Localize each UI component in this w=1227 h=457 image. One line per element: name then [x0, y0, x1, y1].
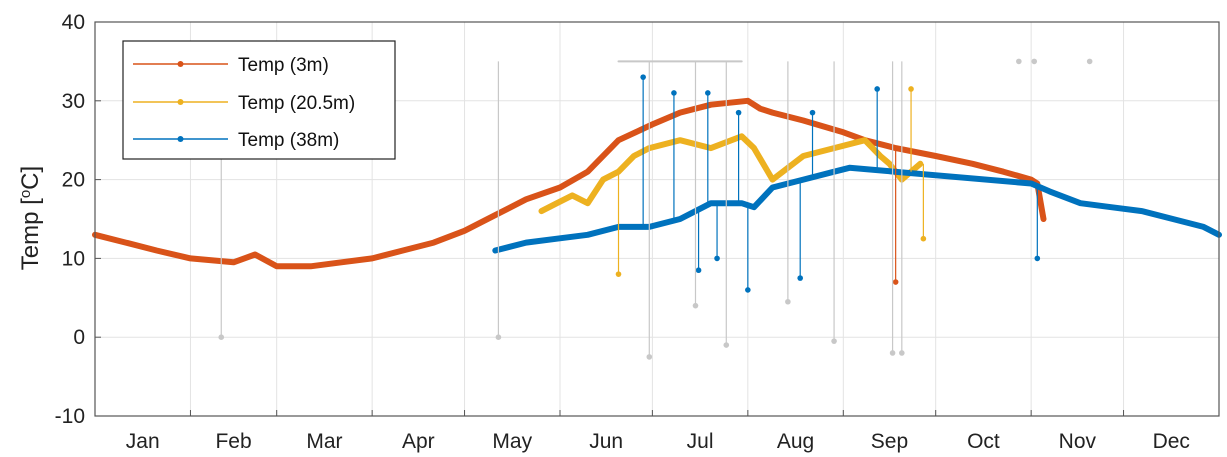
y-tick-labels: -10 0 10 20 30 40 [55, 11, 101, 428]
spike-marker [874, 86, 880, 92]
x-tick-label: Sep [871, 430, 908, 453]
spike-marker [920, 235, 927, 242]
spike-marker [831, 338, 837, 344]
spike-marker [1086, 58, 1093, 65]
spike-marker [695, 267, 702, 274]
spike-marker [809, 109, 816, 116]
x-tick-label: Feb [215, 430, 251, 453]
legend-label-38m: Temp (38m) [238, 130, 339, 151]
legend-marker-3m [177, 61, 184, 67]
legend-label-3m: Temp (3m) [238, 55, 329, 76]
spike-marker [899, 350, 905, 356]
y-tick-label: 10 [62, 247, 85, 270]
spike-marker [745, 287, 751, 293]
plot-frame [94, 21, 1220, 417]
x-tick-label: Oct [967, 430, 1000, 453]
legend-marker-38m [177, 136, 184, 142]
legend-item-3m: Temp (3m) [133, 55, 329, 76]
y-tick-label: -10 [55, 405, 85, 428]
spike-marker [714, 255, 720, 262]
x-tick-label: Mar [306, 430, 342, 453]
spike-marker [908, 86, 914, 92]
series-line-temp-20-5m [538, 133, 924, 215]
y-tick-label: 40 [62, 11, 85, 34]
y-tick-label: 0 [73, 326, 85, 349]
spike-marker [1031, 58, 1038, 65]
spike-marker [1016, 58, 1022, 65]
spike-marker [218, 334, 225, 341]
spike-marker [671, 90, 677, 96]
spike-marker [1034, 255, 1041, 262]
x-tick-label: May [492, 430, 532, 453]
spike-marker [615, 271, 622, 277]
legend-label-20-5m: Temp (20.5m) [238, 93, 355, 114]
x-tick-label: Jan [126, 430, 160, 453]
spike-marker [892, 279, 899, 285]
x-tick-label: Nov [1059, 430, 1097, 453]
x-tick-label: Jul [687, 430, 714, 453]
x-tick-label: Jun [589, 430, 623, 453]
y-tick-label: 20 [62, 169, 85, 192]
series-line-temp-3m [92, 97, 1047, 270]
y-tick-label: 30 [62, 90, 85, 113]
spike-marker [785, 298, 791, 305]
spike-marker [640, 74, 646, 80]
x-tick-label: Apr [402, 430, 435, 453]
spike-marker [735, 109, 742, 116]
spike-marker [646, 354, 653, 360]
legend-item-38m: Temp (38m) [133, 130, 339, 151]
x-tick-labels: Jan Feb Mar Apr May Jun Jul Aug Sep Oct Nov Dec [94, 410, 1220, 453]
spike-marker [889, 350, 896, 356]
spike-marker [797, 275, 803, 281]
spike-marker [495, 334, 502, 341]
spike-marker [723, 342, 730, 348]
legend: Temp (3m) Temp (20.5m) Temp (38m) [122, 40, 396, 160]
legend-item-20-5m: Temp (20.5m) [133, 93, 355, 114]
legend-marker-20-5m [177, 99, 184, 105]
spike-marker [692, 302, 699, 309]
spike-marker [705, 90, 711, 96]
x-tick-label: Aug [777, 430, 814, 453]
x-tick-label: Dec [1153, 430, 1190, 453]
y-axis-label: Temp [oC] [17, 166, 45, 270]
